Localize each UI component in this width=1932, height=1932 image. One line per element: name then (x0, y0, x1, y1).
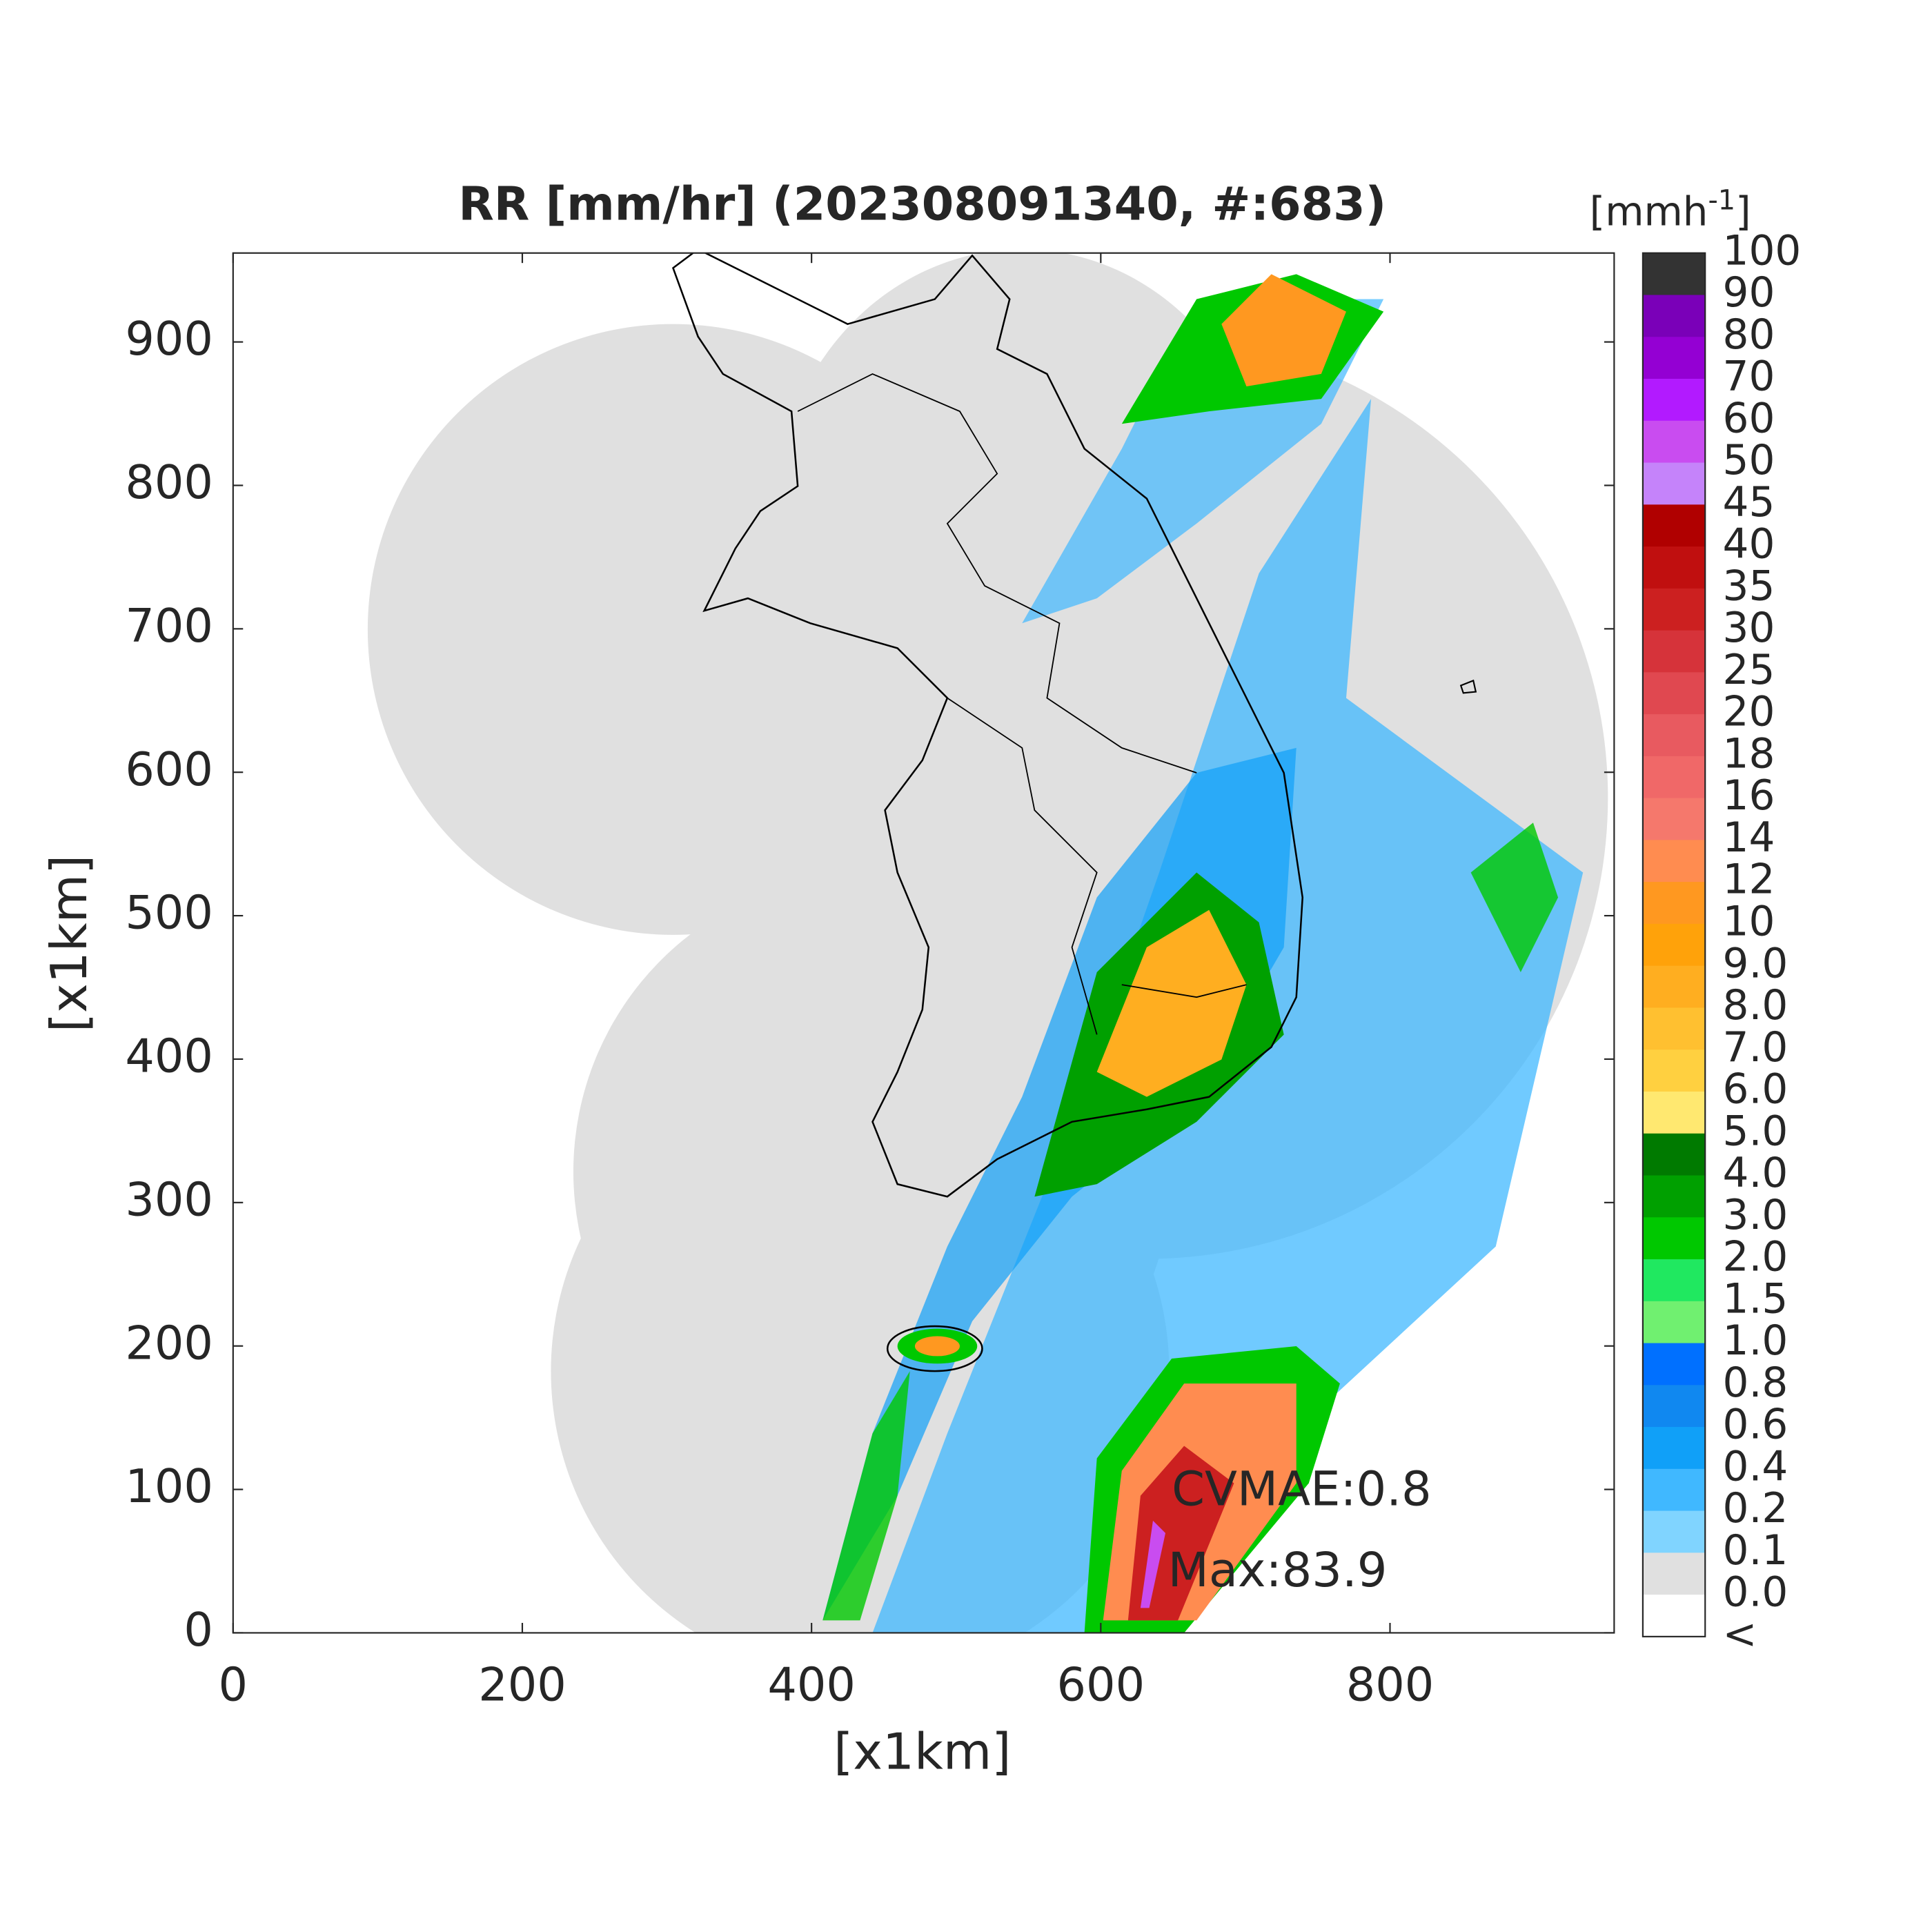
colorbar-label: 25 (1723, 647, 1775, 694)
colorbar-label: 4.0 (1723, 1150, 1788, 1197)
y-tick-label: 0 (184, 1603, 213, 1657)
colorbar-bin (1642, 1007, 1706, 1051)
colorbar-label: 70 (1723, 353, 1775, 401)
colorbar-label: 7.0 (1723, 1024, 1788, 1072)
colorbar-bin (1642, 965, 1706, 1009)
colorbar-label: 14 (1723, 814, 1775, 862)
colorbar-bin (1642, 672, 1706, 715)
colorbar-bin (1642, 1301, 1706, 1344)
x-tick-label: 200 (478, 1657, 566, 1711)
colorbar-bin (1642, 1595, 1706, 1637)
colorbar-label: 10 (1723, 898, 1775, 946)
colorbar-label: 9.0 (1723, 940, 1788, 987)
colorbar-bin (1642, 546, 1706, 589)
colorbar-unit-sup: -1 (1708, 184, 1735, 216)
colorbar-label: 30 (1723, 604, 1775, 652)
colorbar-label: 16 (1723, 772, 1775, 820)
colorbar-bin (1642, 504, 1706, 547)
y-axis-label: [x1km] (41, 855, 99, 1032)
colorbar-label: 20 (1723, 689, 1775, 736)
colorbar-bin (1642, 253, 1706, 296)
colorbar-bin (1642, 378, 1706, 422)
colorbar-label: 1.5 (1723, 1275, 1788, 1323)
chart-title: RR [mm/hr] (202308091340, #:683) (458, 177, 1386, 230)
colorbar-label: 18 (1723, 730, 1775, 778)
colorbar-label: 0.6 (1723, 1401, 1788, 1449)
y-tick-label: 800 (125, 455, 213, 509)
colorbar-label: 0.2 (1723, 1485, 1788, 1532)
colorbar-label: < (1723, 1610, 1757, 1658)
x-axis-label: [x1km] (834, 1723, 1011, 1781)
colorbar-bin (1642, 420, 1706, 464)
radar-field (367, 253, 1608, 1633)
colorbar-unit: [mmh-1] (1590, 184, 1751, 235)
x-tick-label: 0 (219, 1657, 248, 1711)
y-tick-label: 600 (125, 742, 213, 796)
y-tick-label: 300 (125, 1172, 213, 1226)
colorbar-label: 0.8 (1723, 1359, 1788, 1407)
colorbar-label: 3.0 (1723, 1192, 1788, 1239)
colorbar-label: 6.0 (1723, 1066, 1788, 1114)
colorbar-label: 8.0 (1723, 982, 1788, 1029)
colorbar-bin (1642, 1175, 1706, 1219)
y-tick-label: 900 (125, 312, 213, 366)
colorbar-label: 40 (1723, 521, 1775, 569)
y-tick-label: 500 (125, 886, 213, 940)
colorbar-label: 5.0 (1723, 1107, 1788, 1155)
plot-frame (232, 252, 1615, 1634)
colorbar-bin (1642, 630, 1706, 673)
x-tick-label: 400 (767, 1657, 856, 1711)
colorbar-unit-text: ] (1735, 188, 1751, 235)
colorbar-bin (1642, 1133, 1706, 1176)
colorbar-label: 50 (1723, 437, 1775, 484)
colorbar-label: 80 (1723, 311, 1775, 359)
colorbar-bin (1642, 337, 1706, 379)
x-tick-label: 600 (1057, 1657, 1145, 1711)
colorbar-label: 12 (1723, 856, 1775, 904)
y-tick-label: 200 (125, 1316, 213, 1370)
annotation: Max:83.9 (1168, 1543, 1388, 1598)
colorbar-bin (1642, 1427, 1706, 1470)
colorbar-label: 45 (1723, 479, 1775, 526)
colorbar-label: 2.0 (1723, 1234, 1788, 1281)
colorbar-bin (1642, 1552, 1706, 1596)
colorbar-bin (1642, 882, 1706, 925)
colorbar-bin (1642, 1510, 1706, 1554)
colorbar-label: 100 (1723, 227, 1802, 275)
colorbar-bin (1642, 588, 1706, 631)
colorbar-bin (1642, 1259, 1706, 1302)
colorbar-label: 0.1 (1723, 1527, 1788, 1575)
colorbar-bin (1642, 1468, 1706, 1512)
colorbar-frame (1642, 252, 1706, 1637)
colorbar-bin (1642, 1217, 1706, 1260)
colorbar-label: 90 (1723, 269, 1775, 317)
colorbar-label: 60 (1723, 395, 1775, 442)
y-tick-label: 100 (125, 1459, 213, 1513)
colorbar-bin (1642, 1385, 1706, 1428)
x-tick-label: 800 (1346, 1657, 1435, 1711)
colorbar-bin (1642, 295, 1706, 338)
colorbar-bin (1642, 1091, 1706, 1134)
colorbar-unit-text: [mmh (1590, 188, 1708, 235)
colorbar-bin (1642, 923, 1706, 967)
y-tick-label: 700 (125, 599, 213, 653)
colorbar-label: 35 (1723, 562, 1775, 610)
colorbar-bin (1642, 1343, 1706, 1386)
colorbar-label: 1.0 (1723, 1317, 1788, 1365)
annotation: CVMAE:0.8 (1172, 1461, 1432, 1517)
colorbar-bin (1642, 798, 1706, 841)
colorbar-bin (1642, 756, 1706, 799)
colorbar-label: 0.4 (1723, 1443, 1788, 1490)
colorbar-label: 0.0 (1723, 1569, 1788, 1617)
y-tick-label: 400 (125, 1029, 213, 1083)
colorbar-bin (1642, 840, 1706, 883)
colorbar-bin (1642, 1049, 1706, 1092)
colorbar-bin (1642, 714, 1706, 757)
colorbar-bin (1642, 462, 1706, 506)
